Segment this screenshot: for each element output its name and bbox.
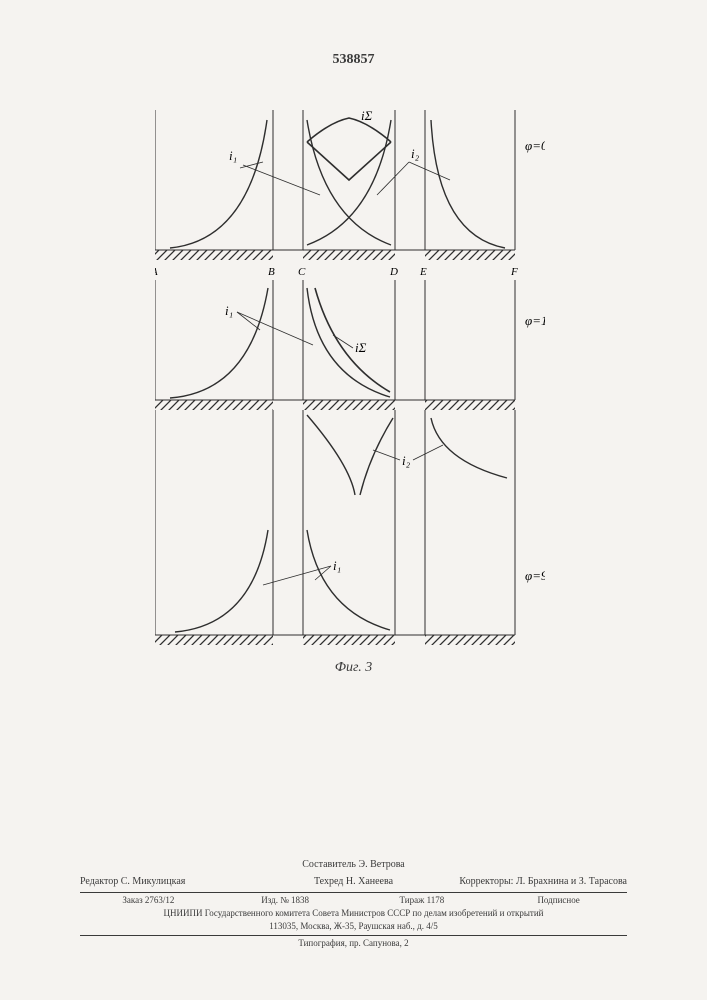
org-line: ЦНИИПИ Государственного комитета Совета …: [80, 908, 627, 920]
editor: Редактор С. Микулицкая: [80, 875, 262, 888]
izd-no: Изд. № 1838: [217, 895, 354, 907]
axis-E: E: [419, 266, 427, 278]
panel-a: i₁ i₂ iΣ: [155, 110, 515, 260]
label-isum: iΣ: [361, 110, 373, 123]
svg-text:i₁: i₁: [333, 558, 341, 573]
figure-3: i₁ i₂ iΣ A B C D E F i₁ iΣ: [155, 110, 515, 650]
axis-A: A: [155, 266, 158, 278]
tirazh: Тираж 1178: [354, 895, 491, 907]
footer-block: Составитель Э. Ветрова Редактор С. Микул…: [80, 858, 627, 950]
phi-c: φ=90°: [525, 568, 545, 583]
label-i1: i₁: [229, 148, 237, 163]
svg-text:iΣ: iΣ: [355, 340, 367, 355]
correctors: Корректоры: Л. Брахнина и З. Тарасова: [445, 875, 627, 888]
addr-line: 113035, Москва, Ж-35, Раушская наб., д. …: [80, 921, 627, 933]
axis-F: F: [510, 266, 518, 278]
curve-i2-a: [431, 120, 505, 248]
podpisnoe: Подписное: [490, 895, 627, 907]
phi-a: φ=0°: [525, 138, 545, 153]
axis-B: B: [268, 266, 275, 278]
panel-c: i₂ i₁: [155, 410, 515, 645]
page-number: 538857: [333, 52, 375, 68]
label-i2: i₂: [411, 146, 420, 161]
svg-text:i₁: i₁: [225, 303, 233, 318]
typography-line: Типография, пр. Сапунова, 2: [80, 935, 627, 950]
axis-C: C: [298, 266, 306, 278]
figure-caption: Фиг. 3: [335, 660, 373, 676]
compiler-line: Составитель Э. Ветрова: [80, 858, 627, 871]
figure-svg: i₁ i₂ iΣ A B C D E F i₁ iΣ: [155, 110, 545, 650]
curve-isum-a: [307, 118, 391, 142]
order-no: Заказ 2763/12: [80, 895, 217, 907]
svg-text:i₂: i₂: [402, 453, 411, 468]
phi-b: φ=180°: [525, 313, 545, 328]
curve-i1-a: [170, 120, 267, 248]
axis-D: D: [389, 266, 398, 278]
panel-b: i₁ iΣ: [155, 280, 515, 410]
tech-editor: Техред Н. Ханеева: [262, 875, 444, 888]
